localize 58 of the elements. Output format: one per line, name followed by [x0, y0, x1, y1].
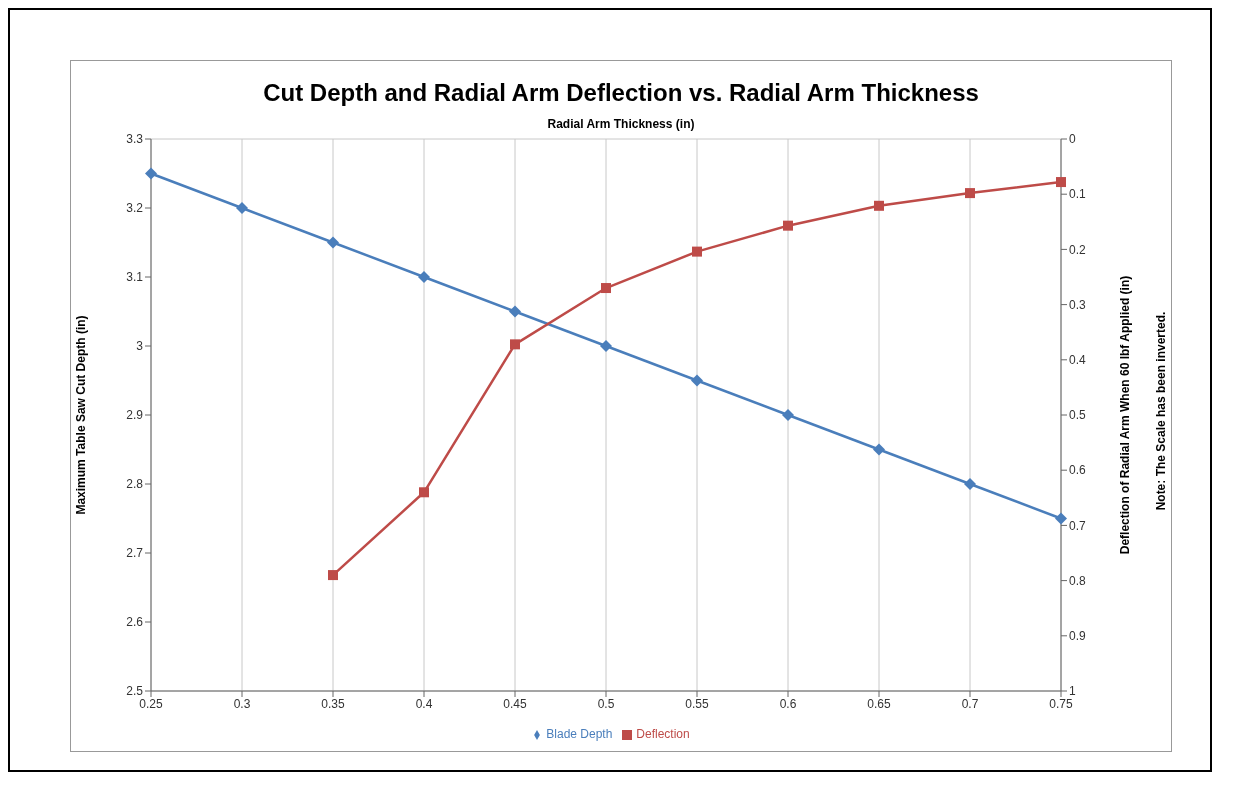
y2-axis-title: Deflection of Radial Arm When 60 lbf Applied (in)	[1118, 275, 1133, 555]
y2-tick-label: 0.5	[1069, 408, 1087, 423]
x-tick-label: 0.25	[139, 696, 163, 711]
x-tick-label: 0.6	[779, 696, 797, 711]
y2-tick-label: 0	[1069, 132, 1076, 147]
y-tick-label: 3	[136, 339, 144, 354]
y-tick-label: 3.2	[126, 201, 144, 216]
x-tick-label: 0.5	[597, 696, 615, 711]
x-tick-label: 0.3	[233, 696, 251, 711]
y-tick-label: 2.7	[126, 546, 144, 561]
y2-tick-label: 0.2	[1069, 242, 1087, 257]
point	[145, 167, 157, 180]
point	[782, 409, 794, 421]
y2-tick-label: 0.3	[1069, 297, 1087, 312]
x-tick-label: 0.4	[415, 696, 433, 711]
point	[1055, 512, 1067, 525]
point	[692, 246, 702, 257]
y2-tick-label: 0.7	[1069, 518, 1087, 533]
y-tick-label: 2.6	[126, 615, 144, 630]
y-tick-label: 2.5	[126, 684, 144, 699]
point	[965, 188, 975, 199]
point	[510, 339, 520, 350]
point	[418, 271, 430, 283]
y2-tick-label: 0.4	[1069, 353, 1087, 368]
point	[783, 220, 793, 231]
point	[509, 305, 521, 318]
point	[1056, 177, 1066, 188]
point	[964, 478, 976, 490]
y-tick-label: 2.8	[126, 477, 144, 492]
y2-tick-label: 0.9	[1069, 629, 1087, 644]
y-tick-label: 3.1	[126, 270, 144, 285]
y-tick-label: 3.3	[126, 132, 144, 147]
point	[328, 570, 338, 581]
point	[600, 340, 612, 352]
point	[327, 236, 339, 249]
x-tick-label: 0.55	[685, 696, 709, 711]
x-tick-label: 0.35	[321, 696, 345, 711]
point	[601, 283, 611, 294]
legend-label: Deflection	[636, 727, 690, 741]
x-tick-label: 0.45	[503, 696, 527, 711]
point	[874, 200, 884, 211]
point	[419, 487, 429, 498]
x-tick-label: 0.65	[867, 696, 891, 711]
point	[691, 374, 703, 387]
x-axis-title: Radial Arm Thickness (in)	[546, 117, 696, 131]
y2-tick-label: 0.6	[1069, 463, 1087, 478]
chart-title: Cut Depth and Radial Arm Deflection vs. Radial Arm Thickness	[262, 79, 980, 107]
point	[873, 443, 885, 456]
y2-tick-label: 0.1	[1069, 187, 1087, 202]
text: Note: The Scale has been inverted.	[1154, 311, 1169, 511]
y2-tick-label: 1	[1069, 684, 1076, 699]
y2-tick-label: 0.8	[1069, 573, 1087, 588]
point	[236, 202, 248, 214]
x-tick-label: 0.75	[1049, 696, 1073, 711]
legend-label: Blade Depth	[546, 727, 613, 741]
y-axis-title: Maximum Table Saw Cut Depth (in)	[74, 315, 89, 515]
y-tick-label: 2.9	[126, 408, 144, 423]
x-tick-label: 0.7	[961, 696, 979, 711]
